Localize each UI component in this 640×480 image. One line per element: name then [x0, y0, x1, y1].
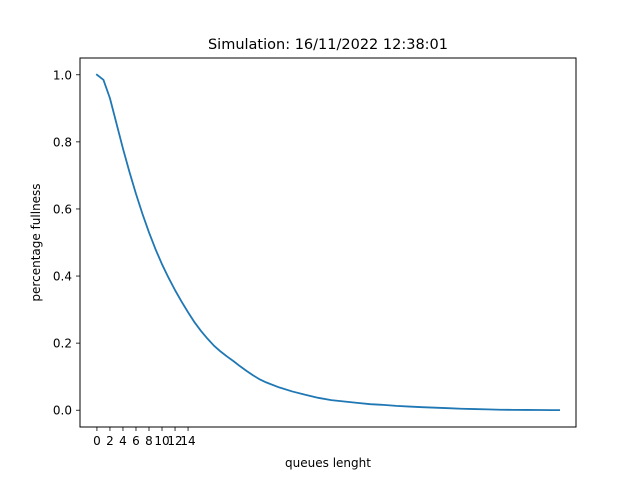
plot-area: [95, 73, 560, 412]
x-tick-label: 4: [119, 434, 127, 448]
x-tick-label: 0: [93, 434, 101, 448]
x-tick-label: 8: [145, 434, 153, 448]
y-tick-label: 0.6: [53, 202, 72, 216]
series-line-0: [95, 73, 560, 412]
x-axis-label: queues lenght: [285, 456, 371, 470]
chart-title: Simulation: 16/11/2022 12:38:01: [208, 37, 448, 53]
x-tick-label: 6: [132, 434, 140, 448]
x-tick-label: 14: [180, 434, 195, 448]
y-tick-label: 0.2: [53, 337, 72, 351]
axes-frame: [79, 57, 577, 428]
y-axis-label: percentage fullness: [29, 183, 43, 301]
x-tick-label: 12: [167, 434, 182, 448]
y-tick-label: 0.0: [53, 404, 72, 418]
y-tick-label: 0.8: [53, 135, 72, 149]
y-tick-label: 1.0: [53, 68, 72, 82]
y-tick-label: 0.4: [53, 270, 72, 284]
x-tick-label: 2: [106, 434, 114, 448]
x-tick-label: 10: [154, 434, 169, 448]
y-axis: 0.0 0.2 0.4 0.6 0.8 1.0: [53, 68, 80, 418]
